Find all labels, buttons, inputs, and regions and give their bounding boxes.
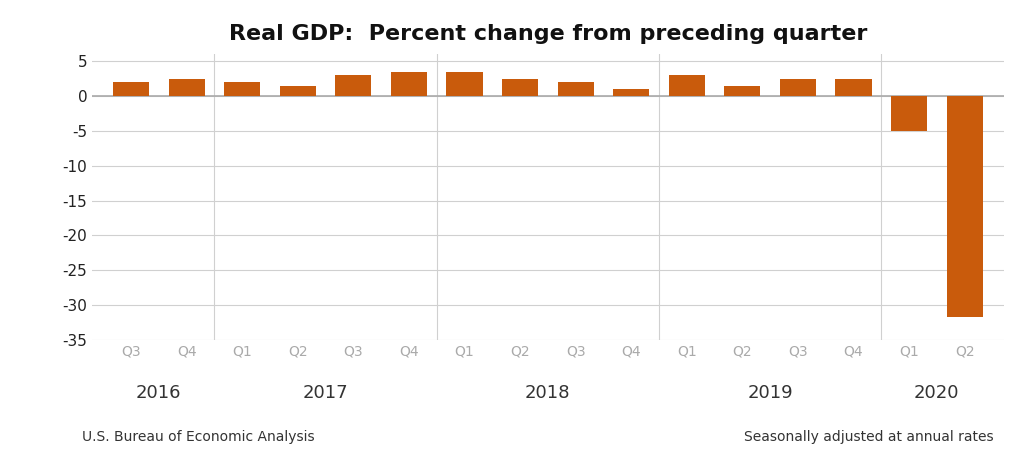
Bar	[613, 89, 649, 96]
Text: 2020: 2020	[914, 384, 959, 402]
Bar	[669, 75, 705, 96]
Bar	[557, 82, 594, 96]
Bar	[836, 79, 871, 96]
Bar	[224, 82, 260, 96]
Bar	[280, 86, 315, 96]
Bar	[335, 75, 372, 96]
Bar	[113, 82, 150, 96]
Text: Seasonally adjusted at annual rates: Seasonally adjusted at annual rates	[743, 430, 993, 444]
Text: 2019: 2019	[748, 384, 793, 402]
Text: 2018: 2018	[525, 384, 570, 402]
Bar	[946, 96, 983, 317]
Title: Real GDP:  Percent change from preceding quarter: Real GDP: Percent change from preceding …	[228, 24, 867, 44]
Bar	[169, 79, 205, 96]
Bar	[724, 86, 761, 96]
Text: U.S. Bureau of Economic Analysis: U.S. Bureau of Economic Analysis	[82, 430, 314, 444]
Bar	[391, 72, 427, 96]
Bar	[891, 96, 927, 131]
Text: 2017: 2017	[303, 384, 348, 402]
Bar	[446, 72, 482, 96]
Bar	[780, 79, 816, 96]
Text: 2016: 2016	[136, 384, 181, 402]
Bar	[502, 79, 539, 96]
